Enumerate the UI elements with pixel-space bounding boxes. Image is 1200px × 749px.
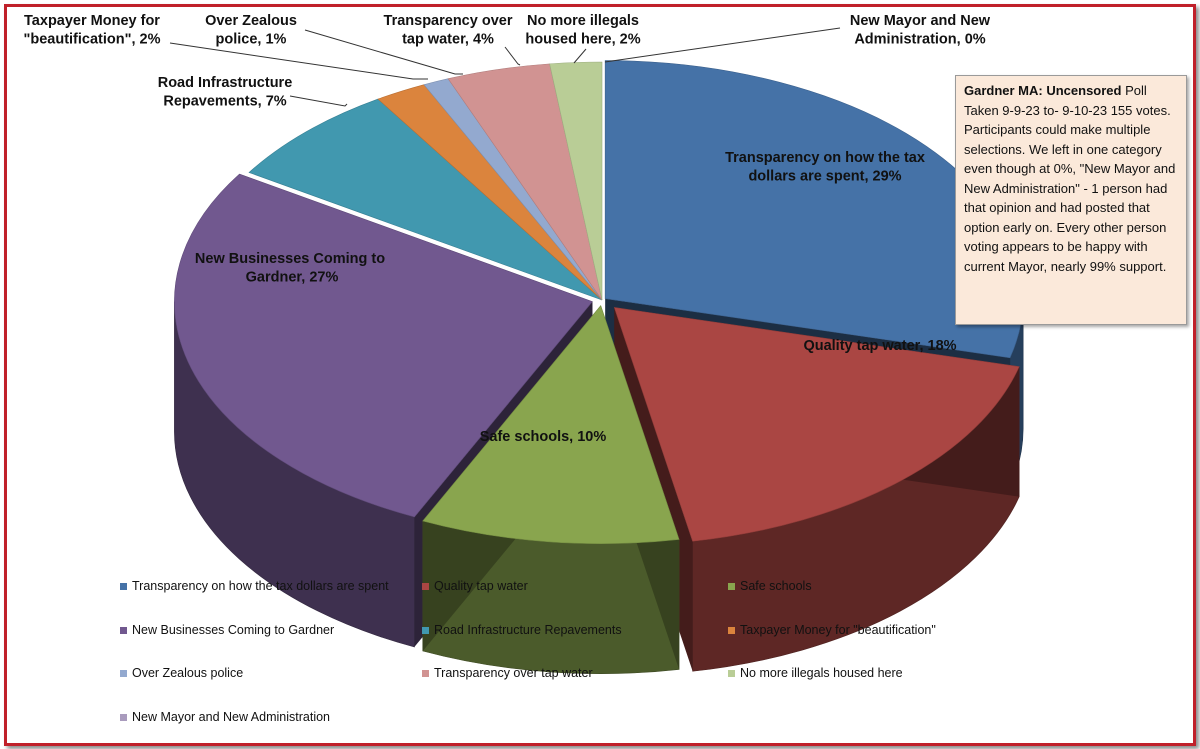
legend-item: Quality tap water	[422, 575, 728, 619]
legend-swatch	[422, 583, 429, 590]
slice-safe-schools	[422, 305, 680, 544]
legend-item: No more illegals housed here	[728, 662, 1020, 706]
legend-swatch	[120, 670, 127, 677]
leader-line-road-infrastructure-repavements	[289, 95, 348, 107]
legend-swatch	[120, 583, 127, 590]
data-label-taxpayer-money-for-beautification: Taxpayer Money for "beautification", 2%	[23, 13, 160, 48]
legend-label: Transparency on how the tax dollars are …	[132, 579, 389, 593]
legend-swatch	[120, 713, 127, 721]
legend-swatch	[728, 670, 735, 677]
legend-label: Over Zealous police	[132, 666, 244, 680]
leader-lines	[169, 27, 841, 107]
data-label-over-zealous-police: Over Zealous police, 1%	[205, 13, 297, 48]
legend-swatch	[728, 583, 735, 590]
data-label-road-infrastructure-repavements: Road Infrastructure Repavements, 7%	[158, 75, 293, 110]
legend-swatch	[422, 626, 429, 634]
note-title: Gardner MA: Uncensored	[964, 83, 1122, 98]
data-labels: Transparency on how the tax dollars are s…	[23, 13, 990, 445]
data-label-safe-schools: Safe schools, 10%	[480, 429, 607, 445]
legend-item: New Businesses Coming to Gardner	[120, 619, 422, 663]
data-label-transparency-on-how-the-tax-dollars-are-spent: Transparency on how the tax dollars are s…	[725, 150, 925, 185]
note-text: Poll Taken 9-9-23 to- 9-10-23 155 votes.…	[964, 83, 1176, 274]
data-label-new-businesses-coming-to-gardner: New Businesses Coming to Gardner, 27%	[195, 251, 389, 286]
slice-quality-tap-water	[613, 307, 1020, 542]
legend-label: New Mayor and New Administration	[132, 709, 330, 724]
slice-new-businesses-coming-to-gardner	[174, 173, 593, 518]
legend-item: Over Zealous police	[120, 662, 422, 706]
leader-line-transparency-over-tap-water	[504, 46, 521, 66]
legend-label: New Businesses Coming to Gardner	[132, 622, 335, 637]
data-label-no-more-illegals-housed-here: No more illegals housed here, 2%	[525, 13, 640, 48]
legend-item: Safe schools	[728, 575, 1020, 619]
data-label-transparency-over-tap-water: Transparency over tap water, 4%	[384, 13, 513, 48]
legend-label: Transparency over tap water	[434, 666, 593, 680]
legend-item: New Mayor and New Administration	[120, 706, 422, 749]
legend-label: No more illegals housed here	[740, 666, 903, 680]
slice-road-infrastructure-repavements	[248, 98, 603, 301]
data-label-new-mayor-and-new-administration: New Mayor and New Administration, 0%	[850, 13, 991, 48]
legend-item: Transparency over tap water	[422, 662, 728, 706]
pie-tops	[174, 60, 1024, 544]
leader-line-taxpayer-money-for-beautification	[169, 42, 428, 80]
leader-line-over-zealous-police	[304, 29, 463, 75]
legend-label: Safe schools	[740, 579, 812, 593]
legend-label: Quality tap water	[434, 579, 528, 593]
legend-swatch	[422, 670, 429, 677]
slice-no-more-illegals-housed-here	[549, 61, 603, 301]
legend-swatch	[728, 626, 735, 634]
legend-label: Road Infrastructure Repavements	[434, 622, 622, 637]
legend-label: Taxpayer Money for "beautification"	[740, 622, 936, 637]
legend-item: Road Infrastructure Repavements	[422, 619, 728, 663]
data-label-quality-tap-water: Quality tap water, 18%	[803, 338, 956, 354]
legend-item: Transparency on how the tax dollars are …	[120, 575, 422, 619]
poll-note: Gardner MA: Uncensored Poll Taken 9-9-23…	[955, 75, 1187, 325]
legend: Transparency on how the tax dollars are …	[120, 575, 1020, 735]
leader-line-no-more-illegals-housed-here	[573, 48, 587, 64]
leader-line-new-mayor-and-new-administration	[604, 27, 841, 63]
legend-item: Taxpayer Money for "beautification"	[728, 619, 1020, 663]
legend-swatch	[120, 626, 127, 634]
